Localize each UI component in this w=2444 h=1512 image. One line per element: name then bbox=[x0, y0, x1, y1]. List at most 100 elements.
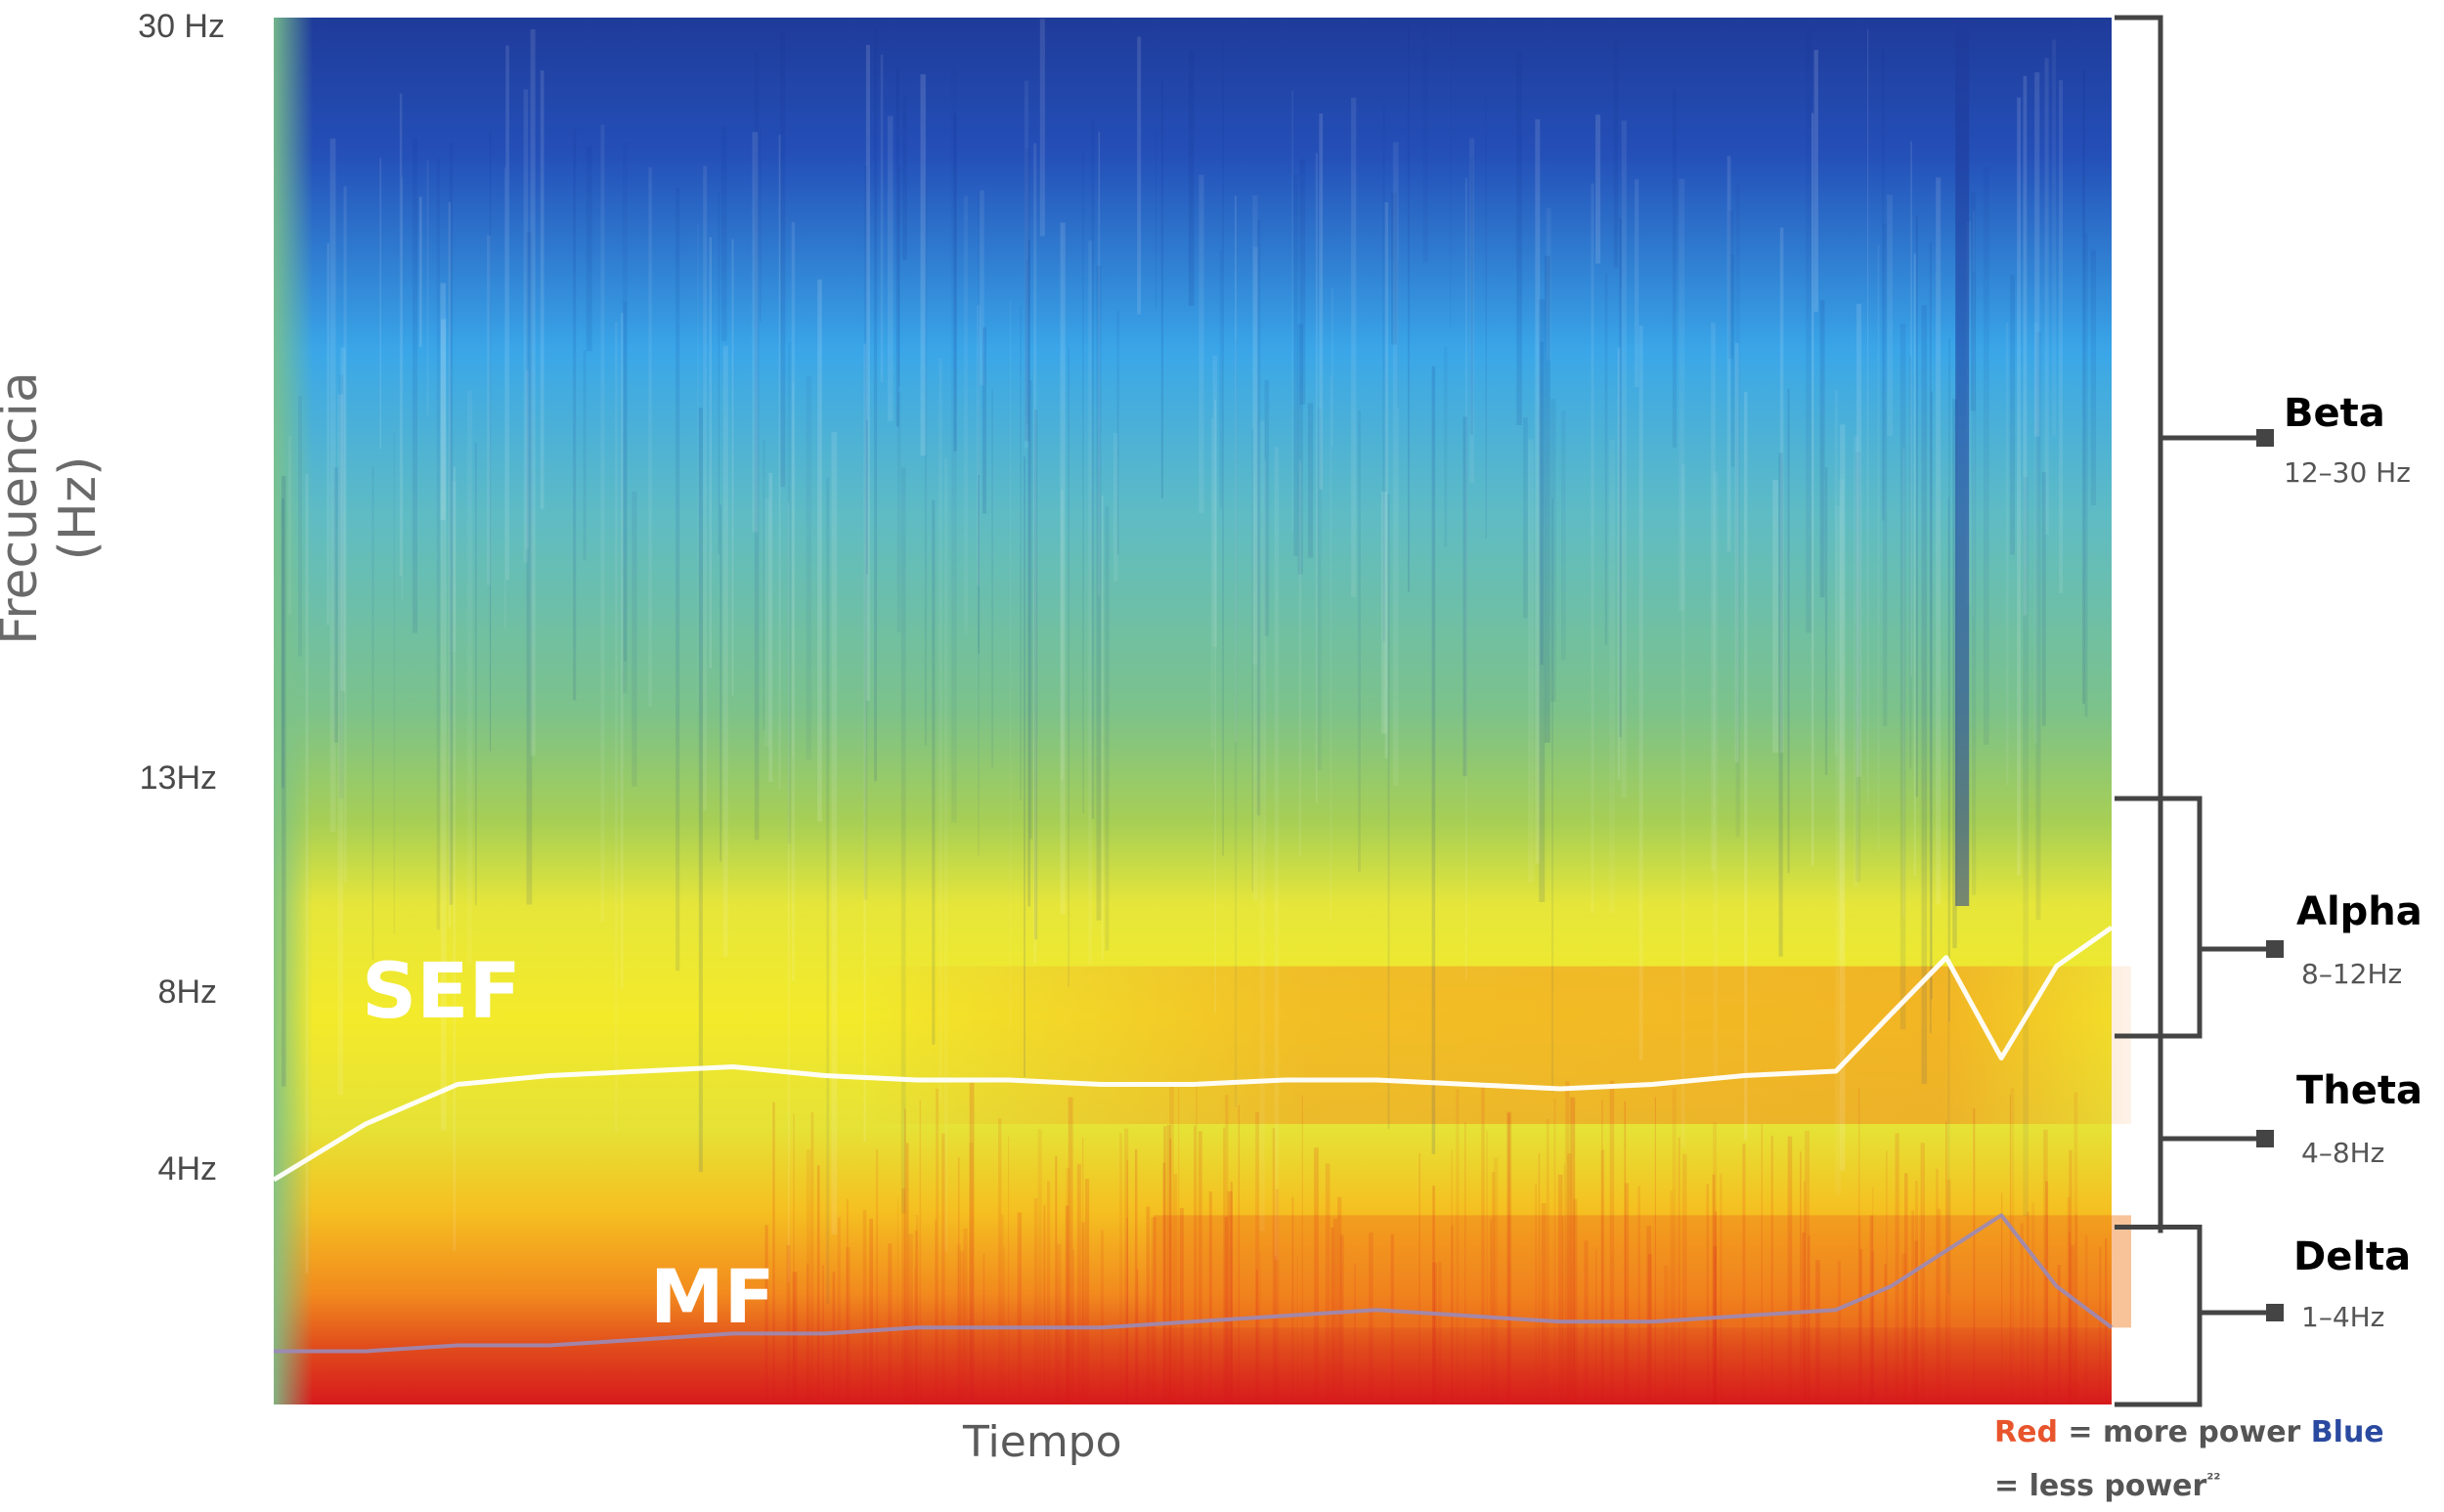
heatmap-low-streak bbox=[1914, 1240, 1918, 1404]
heatmap-streak bbox=[1024, 80, 1029, 449]
legend-footnote-mark: ²² bbox=[2206, 1470, 2221, 1489]
heatmap-streak bbox=[763, 440, 765, 730]
heatmap-low-streak bbox=[914, 1267, 916, 1404]
heatmap-low-streak bbox=[1871, 1251, 1875, 1404]
heatmap-low-streak bbox=[1179, 1208, 1184, 1404]
heatmap-streak bbox=[1293, 175, 1298, 557]
heatmap-streak bbox=[1539, 299, 1546, 902]
heatmap-streak bbox=[1382, 101, 1386, 642]
heatmap-low-streak bbox=[1562, 1216, 1564, 1404]
heatmap-streak bbox=[863, 343, 866, 1143]
heatmap-streak bbox=[1973, 210, 1975, 616]
heatmap-streak bbox=[1772, 479, 1778, 753]
legend-blue-word: Blue bbox=[2310, 1415, 2384, 1449]
heatmap-streak bbox=[1358, 410, 1361, 873]
heatmap-low-streak bbox=[1337, 1196, 1342, 1404]
heatmap-streak bbox=[1010, 301, 1012, 1028]
heatmap-streak bbox=[2005, 323, 2009, 786]
heatmap-streak bbox=[1952, 399, 1957, 949]
heatmap-streak bbox=[764, 497, 770, 748]
heatmap-low-streak bbox=[786, 1244, 791, 1404]
heatmap-streak bbox=[1431, 366, 1436, 1154]
heatmap-streak bbox=[1020, 305, 1022, 800]
heatmap-low-streak bbox=[810, 1112, 814, 1404]
heatmap-low-warm bbox=[1154, 1215, 2131, 1328]
heatmap-low-streak bbox=[958, 1157, 960, 1404]
heatmap-low-streak bbox=[1163, 1126, 1166, 1404]
heatmap-streak bbox=[1856, 303, 1861, 777]
legend-line-2: = less power²² bbox=[1994, 1456, 2444, 1510]
heatmap-streak bbox=[1540, 341, 1544, 666]
band-delta-name: Delta bbox=[2293, 1234, 2412, 1279]
heatmap-streak bbox=[1082, 152, 1084, 814]
heatmap-low-streak bbox=[1432, 1186, 1435, 1404]
heatmap-low-streak bbox=[1353, 1263, 1356, 1404]
heatmap-streak bbox=[1212, 355, 1217, 647]
heatmap-low-streak bbox=[2099, 1246, 2102, 1404]
heatmap-low-streak bbox=[1815, 1260, 1820, 1404]
heatmap-low-streak bbox=[1647, 1254, 1652, 1404]
heatmap-streak bbox=[1824, 467, 1828, 775]
heatmap-streak bbox=[1298, 460, 1302, 857]
heatmap-streak bbox=[963, 195, 968, 635]
heatmap-streak bbox=[1024, 456, 1026, 1078]
heatmap-low-streak bbox=[1742, 1144, 1746, 1404]
heatmap-low-streak bbox=[1438, 1261, 1442, 1404]
heatmap-streak bbox=[2090, 249, 2096, 505]
heatmap-streak bbox=[1317, 409, 1322, 771]
heatmap-low-streak bbox=[904, 1108, 906, 1404]
heatmap-streak bbox=[399, 93, 403, 577]
heatmap-low-streak bbox=[1194, 1125, 1197, 1404]
heatmap-streak bbox=[768, 472, 773, 782]
heatmap-low-streak bbox=[2070, 1244, 2075, 1404]
heatmap-streak bbox=[1877, 244, 1880, 850]
band-beta-name: Beta bbox=[2284, 391, 2385, 436]
heatmap-streak bbox=[540, 70, 545, 509]
heatmap-streak bbox=[1039, 19, 1045, 237]
heatmap-streak bbox=[1561, 410, 1566, 660]
heatmap-streak bbox=[573, 128, 577, 701]
mf-label: MF bbox=[650, 1253, 775, 1340]
heatmap-streak bbox=[880, 54, 884, 382]
heatmap-low-streak bbox=[1886, 1150, 1888, 1404]
heatmap-low-streak bbox=[963, 1228, 968, 1404]
heatmap-low-streak bbox=[1456, 1089, 1460, 1404]
heatmap-streak bbox=[895, 67, 899, 427]
heatmap-low-streak bbox=[1915, 1180, 1918, 1404]
heatmap-streak bbox=[1735, 184, 1740, 838]
heatmap-streak bbox=[1620, 125, 1623, 289]
heatmap-streak bbox=[449, 143, 454, 905]
heatmap-streak bbox=[1264, 380, 1269, 636]
heatmap-low-streak bbox=[1255, 1269, 1258, 1404]
heatmap-streak bbox=[709, 237, 712, 669]
heatmap-streak bbox=[1621, 120, 1627, 799]
curves-layer bbox=[272, 925, 2114, 1354]
heatmap-streak bbox=[1485, 95, 1487, 539]
heatmap-streak bbox=[586, 147, 592, 352]
heatmap-streak bbox=[1545, 255, 1550, 743]
heatmap-streak bbox=[1274, 447, 1280, 1260]
heatmap-streak bbox=[920, 74, 926, 456]
band-beta-marker bbox=[2256, 429, 2274, 447]
heatmap-streaks bbox=[281, 19, 2108, 1404]
heatmap-low-streak bbox=[1884, 1264, 1887, 1404]
heatmap-streak bbox=[1307, 403, 1314, 558]
heatmap-streak bbox=[951, 65, 957, 823]
band-beta-range: 12–30 Hz bbox=[2284, 456, 2411, 489]
heatmap-low-streak bbox=[1712, 1174, 1716, 1404]
heatmap-streak bbox=[1936, 177, 1942, 905]
heatmap-low-streak bbox=[1084, 1179, 1090, 1404]
heatmap-streak bbox=[1028, 380, 1033, 840]
heatmap-low-streak bbox=[1720, 1174, 1723, 1404]
curve-mf bbox=[274, 1213, 2114, 1354]
heatmap-low-streak bbox=[2026, 1211, 2029, 1404]
heatmap-streak bbox=[614, 322, 618, 1132]
band-alpha-bracket bbox=[2115, 796, 2203, 1039]
heatmap-streak bbox=[978, 475, 981, 654]
heatmap-low-streak bbox=[1664, 1265, 1669, 1404]
heatmap-low-streak bbox=[1224, 1217, 1228, 1404]
heatmap-low-streak bbox=[1857, 1087, 1860, 1404]
heatmap-low-streak bbox=[1937, 1208, 1942, 1404]
heatmap-low-streak bbox=[1506, 1111, 1512, 1404]
heatmap-low-streak bbox=[816, 1165, 820, 1404]
